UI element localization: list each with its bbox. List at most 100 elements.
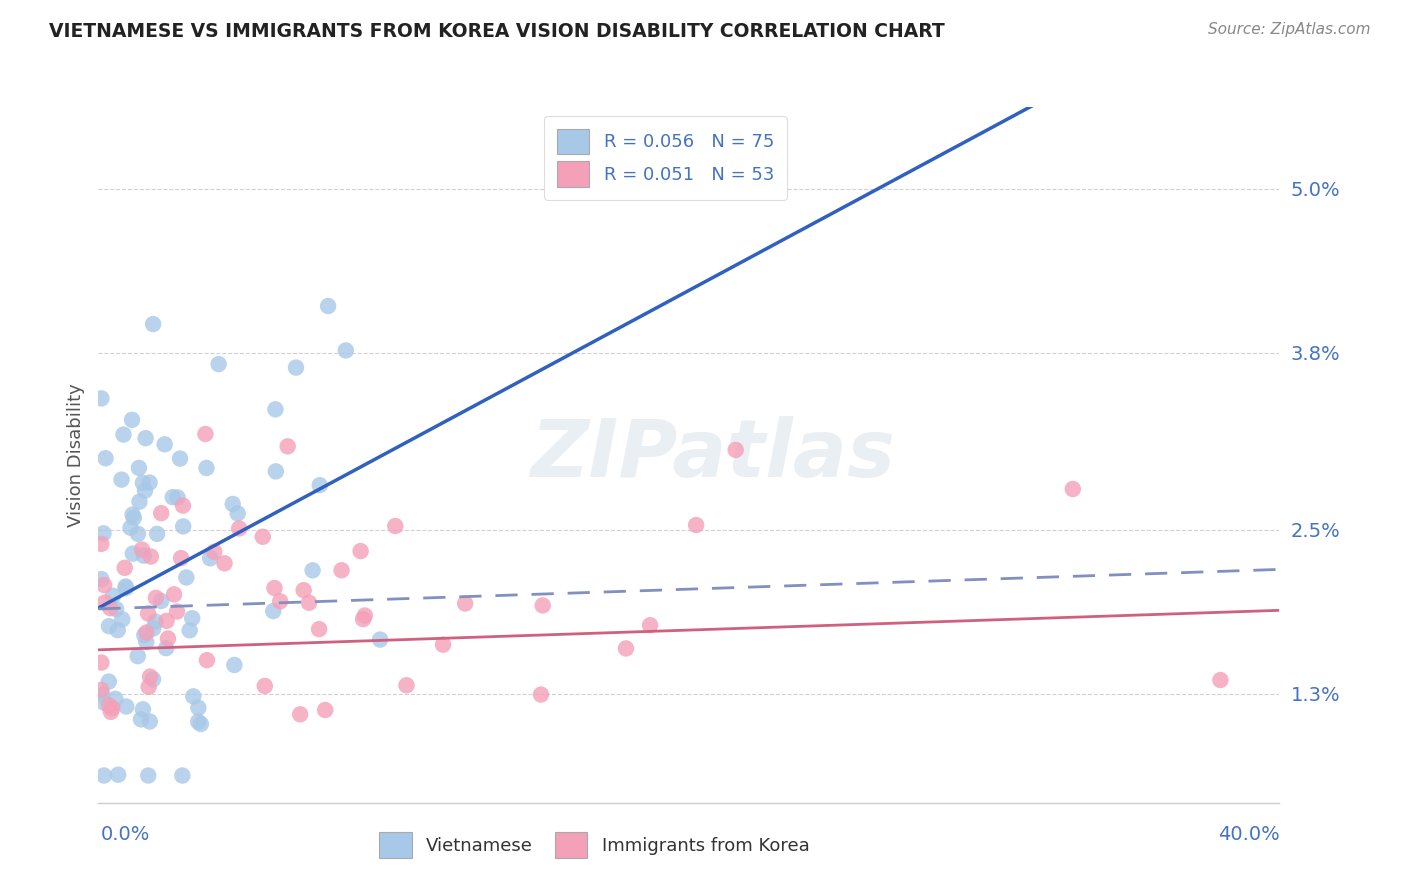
- Point: [156, 632, 179, 646]
- Point: [166, 605, 188, 619]
- Point: [530, 688, 553, 702]
- Point: [90, 682, 112, 697]
- Point: [163, 587, 186, 601]
- Point: [101, 589, 124, 603]
- Point: [93, 596, 115, 610]
- Point: [176, 570, 198, 584]
- Point: [91, 688, 114, 702]
- Point: [166, 491, 188, 505]
- Point: [198, 551, 221, 566]
- Point: [172, 519, 194, 533]
- Point: [135, 625, 157, 640]
- Point: [110, 473, 132, 487]
- Point: [187, 700, 209, 714]
- Point: [132, 549, 155, 563]
- Point: [190, 717, 212, 731]
- Point: [724, 442, 747, 457]
- Point: [127, 649, 149, 664]
- Point: [114, 579, 136, 593]
- Point: [269, 594, 291, 608]
- Point: [1209, 673, 1232, 687]
- Point: [142, 317, 165, 331]
- Point: [122, 511, 145, 525]
- Point: [142, 622, 165, 636]
- Point: [330, 563, 353, 577]
- Point: [253, 679, 276, 693]
- Point: [187, 714, 209, 729]
- Point: [105, 602, 128, 616]
- Point: [150, 506, 173, 520]
- Point: [146, 526, 169, 541]
- Point: [169, 451, 191, 466]
- Point: [115, 699, 138, 714]
- Legend: Vietnamese, Immigrants from Korea: Vietnamese, Immigrants from Korea: [367, 820, 823, 871]
- Point: [1062, 482, 1084, 496]
- Text: 0.0%: 0.0%: [101, 825, 150, 844]
- Y-axis label: Vision Disability: Vision Disability: [66, 383, 84, 527]
- Point: [136, 607, 159, 621]
- Point: [90, 572, 112, 586]
- Point: [224, 657, 246, 672]
- Point: [132, 475, 155, 490]
- Point: [262, 604, 284, 618]
- Point: [114, 561, 136, 575]
- Point: [432, 638, 454, 652]
- Point: [214, 557, 236, 571]
- Point: [90, 392, 112, 406]
- Point: [285, 360, 308, 375]
- Point: [90, 656, 112, 670]
- Point: [90, 537, 112, 551]
- Point: [395, 678, 418, 692]
- Point: [127, 526, 149, 541]
- Point: [264, 464, 287, 478]
- Point: [349, 544, 371, 558]
- Point: [314, 703, 336, 717]
- Point: [98, 698, 121, 713]
- Point: [202, 545, 225, 559]
- Point: [107, 767, 129, 781]
- Text: ZIPatlas: ZIPatlas: [530, 416, 896, 494]
- Point: [277, 439, 299, 453]
- Point: [301, 563, 323, 577]
- Point: [531, 599, 554, 613]
- Point: [195, 461, 218, 475]
- Point: [107, 623, 129, 637]
- Point: [94, 451, 117, 466]
- Text: 40.0%: 40.0%: [1218, 825, 1279, 844]
- Point: [98, 619, 121, 633]
- Point: [135, 431, 157, 445]
- Point: [181, 611, 204, 625]
- Point: [132, 702, 155, 716]
- Point: [308, 478, 330, 492]
- Point: [352, 612, 374, 626]
- Point: [155, 641, 177, 656]
- Point: [120, 521, 142, 535]
- Point: [228, 521, 250, 535]
- Point: [264, 402, 287, 417]
- Point: [614, 641, 637, 656]
- Text: Source: ZipAtlas.com: Source: ZipAtlas.com: [1208, 22, 1371, 37]
- Point: [353, 608, 375, 623]
- Point: [142, 673, 165, 687]
- Point: [128, 461, 150, 475]
- Point: [104, 691, 127, 706]
- Point: [195, 653, 218, 667]
- Point: [292, 583, 315, 598]
- Point: [155, 614, 177, 628]
- Point: [335, 343, 357, 358]
- Point: [121, 413, 143, 427]
- Point: [638, 618, 661, 632]
- Point: [207, 357, 229, 371]
- Point: [172, 768, 194, 782]
- Point: [384, 519, 406, 533]
- Point: [100, 705, 122, 719]
- Point: [139, 670, 162, 684]
- Point: [316, 299, 339, 313]
- Point: [129, 712, 152, 726]
- Point: [136, 768, 159, 782]
- Point: [114, 581, 136, 595]
- Point: [134, 483, 156, 498]
- Point: [134, 628, 156, 642]
- Point: [135, 635, 157, 649]
- Point: [138, 475, 160, 490]
